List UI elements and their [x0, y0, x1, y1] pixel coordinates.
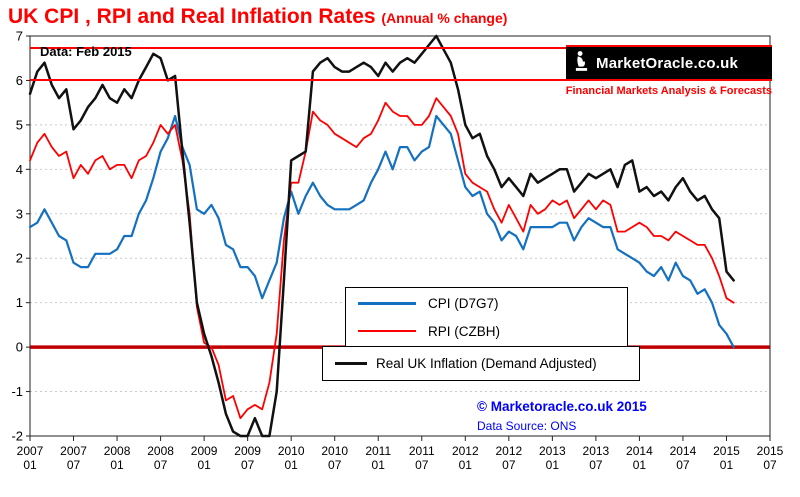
copyright-note: © Marketoracle.co.uk 2015: [477, 399, 647, 414]
statue-icon: [574, 50, 589, 77]
svg-text:07: 07: [676, 458, 690, 472]
svg-text:07: 07: [589, 458, 603, 472]
svg-text:0: 0: [16, 340, 23, 355]
svg-text:01: 01: [284, 458, 298, 472]
legend-box-primary: CPI (D7G7) RPI (CZBH): [345, 287, 628, 347]
data-source-note: Data Source: ONS: [477, 419, 577, 433]
svg-text:07: 07: [502, 458, 516, 472]
svg-text:2010: 2010: [278, 444, 305, 458]
svg-text:2007: 2007: [60, 444, 87, 458]
svg-text:2011: 2011: [409, 444, 435, 458]
rpi-line-swatch: [358, 330, 416, 332]
svg-text:2013: 2013: [583, 444, 610, 458]
svg-text:07: 07: [415, 458, 429, 472]
logo-tagline: Financial Markets Analysis & Forecasts: [565, 85, 772, 97]
svg-text:01: 01: [372, 458, 386, 472]
svg-text:2010: 2010: [321, 444, 348, 458]
svg-text:-2: -2: [11, 429, 23, 444]
svg-text:5: 5: [16, 117, 23, 132]
chart-title: UK CPI , RPI and Real Inflation Rates (A…: [8, 5, 507, 29]
svg-text:2015: 2015: [713, 444, 740, 458]
svg-text:01: 01: [633, 458, 647, 472]
svg-text:1: 1: [16, 295, 23, 310]
svg-text:-1: -1: [11, 384, 23, 399]
chart-title-main: UK CPI , RPI and Real Inflation Rates: [8, 5, 376, 28]
svg-text:6: 6: [16, 73, 23, 88]
svg-text:2009: 2009: [191, 444, 218, 458]
legend-item-rpi: RPI (CZBH): [346, 317, 627, 345]
legend-label-real: Real UK Inflation (Demand Adjusted): [376, 356, 597, 371]
svg-text:2011: 2011: [365, 444, 391, 458]
chart-title-suffix: (Annual % change): [381, 10, 508, 26]
svg-text:01: 01: [459, 458, 473, 472]
svg-text:2013: 2013: [539, 444, 566, 458]
svg-text:2012: 2012: [452, 444, 479, 458]
svg-text:01: 01: [546, 458, 560, 472]
svg-text:3: 3: [16, 206, 23, 221]
svg-text:2009: 2009: [234, 444, 261, 458]
marketoracle-logo: MarketOracle.co.uk: [566, 45, 772, 81]
svg-text:01: 01: [197, 458, 211, 472]
legend-label-rpi: RPI (CZBH): [428, 323, 500, 339]
real-inflation-line-swatch: [335, 362, 367, 365]
legend-label-cpi: CPI (D7G7): [428, 295, 499, 311]
svg-text:2014: 2014: [670, 444, 697, 458]
svg-text:2012: 2012: [495, 444, 522, 458]
svg-text:4: 4: [16, 162, 23, 177]
cpi-line-swatch: [358, 301, 416, 305]
svg-text:2008: 2008: [104, 444, 131, 458]
svg-text:07: 07: [328, 458, 342, 472]
svg-text:07: 07: [763, 458, 777, 472]
svg-text:7: 7: [16, 29, 23, 44]
svg-text:07: 07: [67, 458, 81, 472]
banner-line-bottom: [30, 79, 770, 81]
svg-text:01: 01: [110, 458, 124, 472]
data-note: Data: Feb 2015: [40, 44, 132, 59]
legend-item-real: Real UK Inflation (Demand Adjusted): [323, 350, 639, 378]
svg-text:01: 01: [23, 458, 37, 472]
legend-box-secondary: Real UK Inflation (Demand Adjusted): [322, 346, 640, 381]
svg-text:2014: 2014: [626, 444, 653, 458]
svg-text:2007: 2007: [17, 444, 44, 458]
svg-text:2: 2: [16, 251, 23, 266]
logo-text: MarketOracle.co.uk: [596, 54, 738, 72]
svg-text:01: 01: [720, 458, 734, 472]
svg-text:07: 07: [241, 458, 255, 472]
banner-line-top: [30, 47, 770, 49]
svg-text:2008: 2008: [147, 444, 174, 458]
svg-text:2015: 2015: [757, 444, 784, 458]
legend-item-cpi: CPI (D7G7): [346, 289, 627, 317]
svg-text:07: 07: [154, 458, 168, 472]
